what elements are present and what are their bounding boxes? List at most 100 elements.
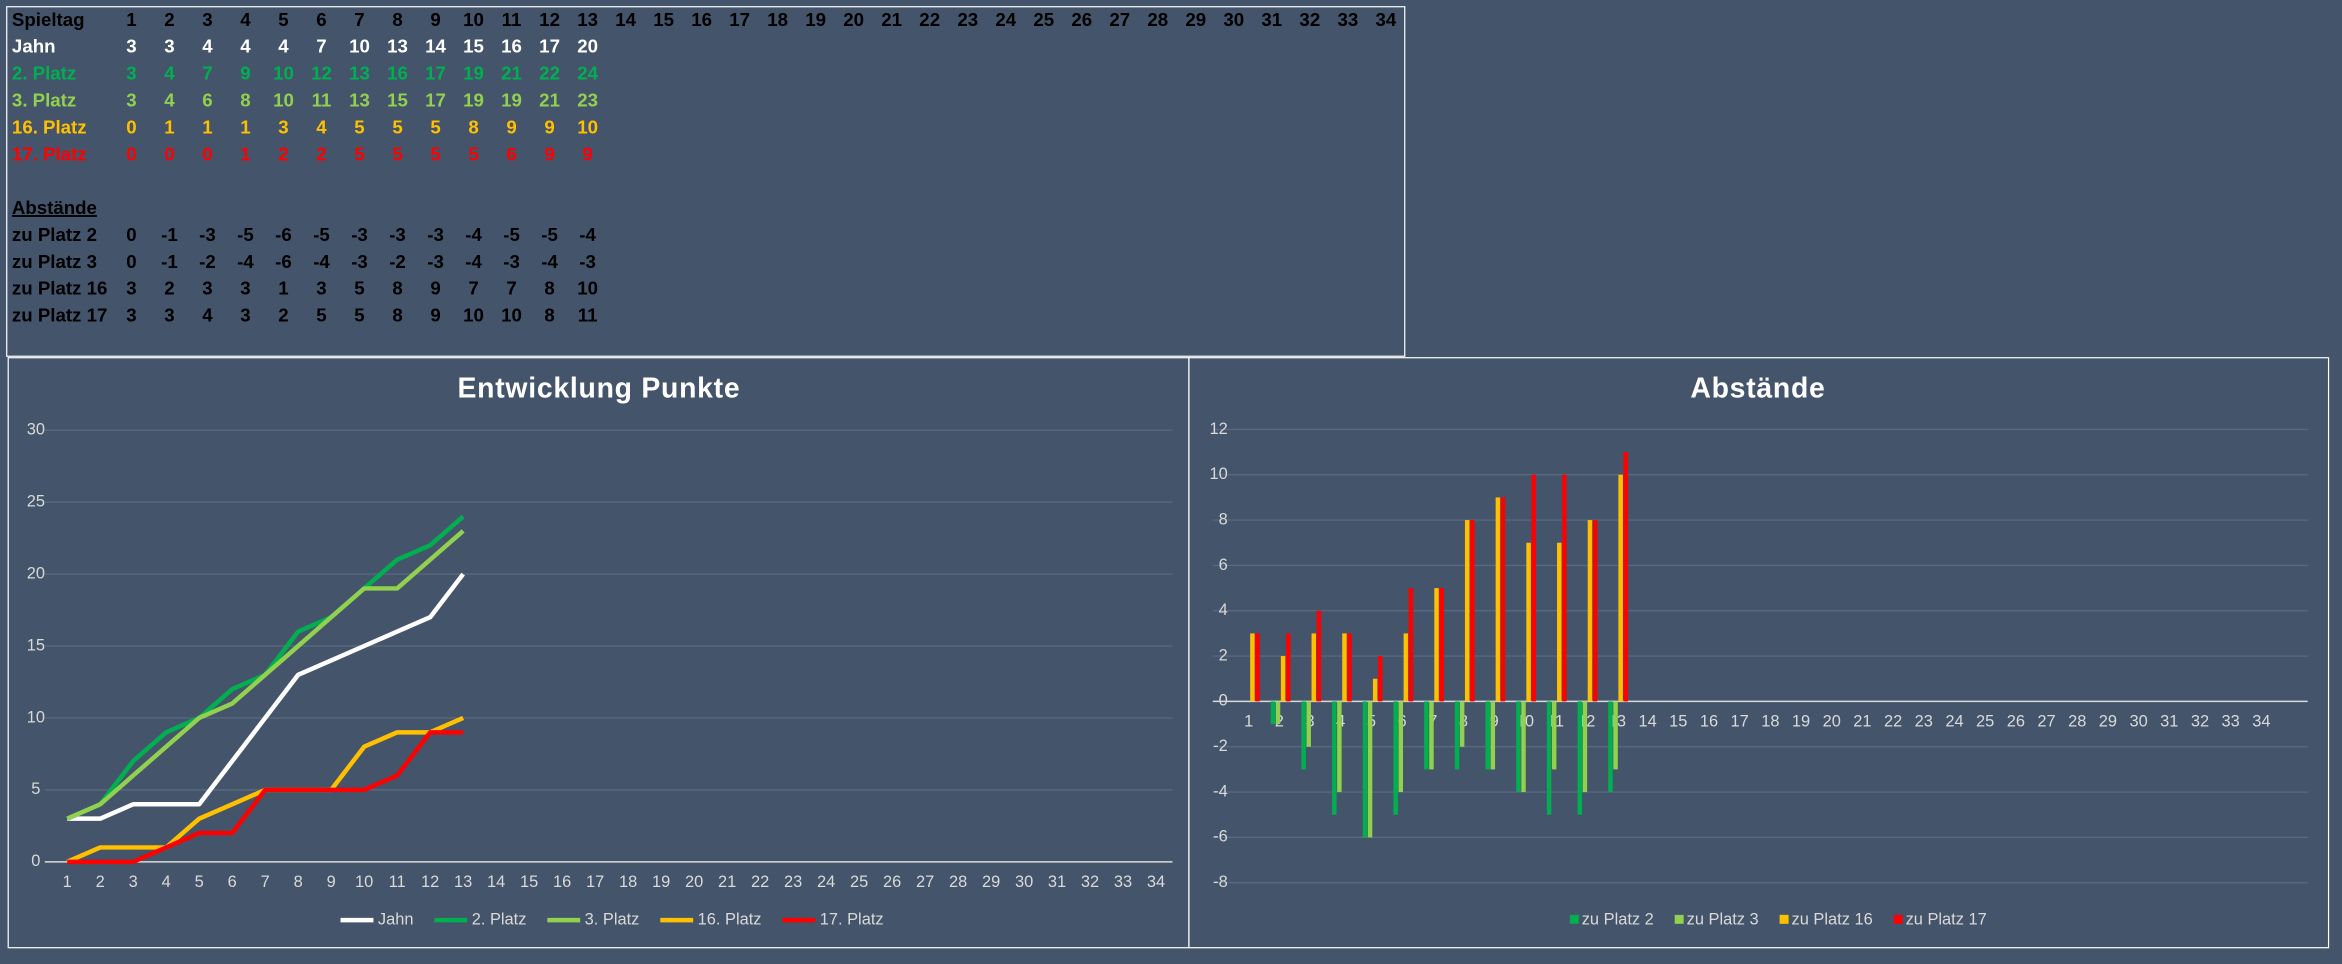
x-tick-label: 15 xyxy=(520,873,538,891)
y-tick-label: 25 xyxy=(27,492,45,510)
bar xyxy=(1454,701,1460,770)
x-tick-label: 33 xyxy=(2222,713,2240,731)
x-tick-label: 25 xyxy=(1976,713,1994,731)
bar xyxy=(1464,520,1470,702)
cell: 3 xyxy=(126,36,136,57)
row-label: zu Platz 16 xyxy=(12,278,107,299)
cell: 30 xyxy=(1223,9,1244,30)
x-tick-label: 21 xyxy=(718,873,736,891)
cell: 4 xyxy=(240,9,251,30)
cell: 7 xyxy=(202,63,212,84)
x-tick-label: 4 xyxy=(162,873,171,891)
cell: 21 xyxy=(881,9,902,30)
x-tick-label: 25 xyxy=(850,873,868,891)
cell: -4 xyxy=(313,251,330,272)
bar xyxy=(1377,656,1383,702)
cell: 21 xyxy=(501,63,522,84)
cell: 2 xyxy=(164,278,174,299)
cell: 16 xyxy=(387,63,408,84)
bar xyxy=(1316,610,1322,702)
x-tick-label: 29 xyxy=(982,873,1000,891)
cell: 20 xyxy=(577,36,598,57)
bar xyxy=(1587,520,1593,702)
bar xyxy=(1337,701,1342,793)
legend-label: 16. Platz xyxy=(698,910,762,928)
y-tick-label: -4 xyxy=(1213,782,1228,800)
cell: 15 xyxy=(387,90,408,111)
cell: -4 xyxy=(541,251,558,272)
x-tick-label: 18 xyxy=(619,873,637,891)
legend-label: 3. Platz xyxy=(585,910,640,928)
x-tick-label: 5 xyxy=(195,873,204,891)
cell: 3 xyxy=(240,278,250,299)
cell: 8 xyxy=(468,116,478,137)
cell: 5 xyxy=(354,143,364,164)
cell: 24 xyxy=(995,9,1016,30)
x-tick-label: 12 xyxy=(421,873,439,891)
x-tick-label: 17 xyxy=(1731,713,1749,731)
cell: 17 xyxy=(425,63,446,84)
cell: 13 xyxy=(577,9,598,30)
chart-title: Abstände xyxy=(1690,372,1825,404)
y-tick-label: 5 xyxy=(31,780,40,798)
y-tick-label: 4 xyxy=(1219,601,1228,619)
x-tick-label: 22 xyxy=(1884,713,1902,731)
cell: 27 xyxy=(1109,9,1130,30)
x-tick-label: 7 xyxy=(261,873,270,891)
bar xyxy=(1362,701,1368,838)
cell: 3 xyxy=(240,305,250,326)
x-tick-label: 10 xyxy=(355,873,373,891)
y-tick-label: 0 xyxy=(31,852,40,870)
row-label: Spieltag xyxy=(12,9,85,30)
cell: 7 xyxy=(354,9,364,30)
y-tick-label: 6 xyxy=(1219,556,1228,574)
cell: -6 xyxy=(275,224,292,245)
cell: -5 xyxy=(541,224,558,245)
cell: -3 xyxy=(351,224,368,245)
cell: 4 xyxy=(240,36,251,57)
cell: 18 xyxy=(767,9,788,30)
bar xyxy=(1255,633,1260,702)
bar xyxy=(1347,633,1352,702)
cell: 25 xyxy=(1033,9,1054,30)
x-tick-label: 19 xyxy=(1792,713,1810,731)
cell: 5 xyxy=(392,143,402,164)
x-tick-label: 15 xyxy=(1669,713,1687,731)
x-tick-label: 22 xyxy=(751,873,769,891)
bar xyxy=(1500,497,1506,702)
bar xyxy=(1439,588,1444,702)
cell: 16 xyxy=(691,9,712,30)
y-tick-label: -2 xyxy=(1213,737,1228,755)
cell: 17 xyxy=(539,36,560,57)
bar xyxy=(1270,701,1276,725)
cell: 34 xyxy=(1375,9,1396,30)
cell: 5 xyxy=(354,278,364,299)
cell: 5 xyxy=(354,305,364,326)
cell: -3 xyxy=(427,224,444,245)
x-tick-label: 32 xyxy=(1081,873,1099,891)
cell: 7 xyxy=(468,278,478,299)
row-label: zu Platz 17 xyxy=(12,305,107,326)
bar xyxy=(1618,474,1623,702)
cell: 13 xyxy=(349,90,370,111)
legend-swatch xyxy=(1893,914,1903,924)
series-line xyxy=(67,572,465,821)
cell: 32 xyxy=(1299,9,1320,30)
bar xyxy=(1521,701,1526,793)
y-tick-label: 10 xyxy=(1210,465,1228,483)
bar xyxy=(1459,701,1465,747)
bar xyxy=(1516,701,1521,793)
cell: 12 xyxy=(539,9,560,30)
x-tick-label: 8 xyxy=(294,873,303,891)
bar xyxy=(1372,678,1378,702)
cell: 33 xyxy=(1337,9,1358,30)
x-tick-label: 14 xyxy=(487,873,505,891)
x-tick-label: 31 xyxy=(2160,713,2178,731)
cell: 26 xyxy=(1071,9,1092,30)
y-tick-label: -6 xyxy=(1213,828,1228,846)
cell: 14 xyxy=(615,9,636,30)
cell: 3 xyxy=(126,63,136,84)
cell: 21 xyxy=(539,90,560,111)
cell: 22 xyxy=(539,63,560,84)
row-label: 17. Platz xyxy=(12,143,87,164)
